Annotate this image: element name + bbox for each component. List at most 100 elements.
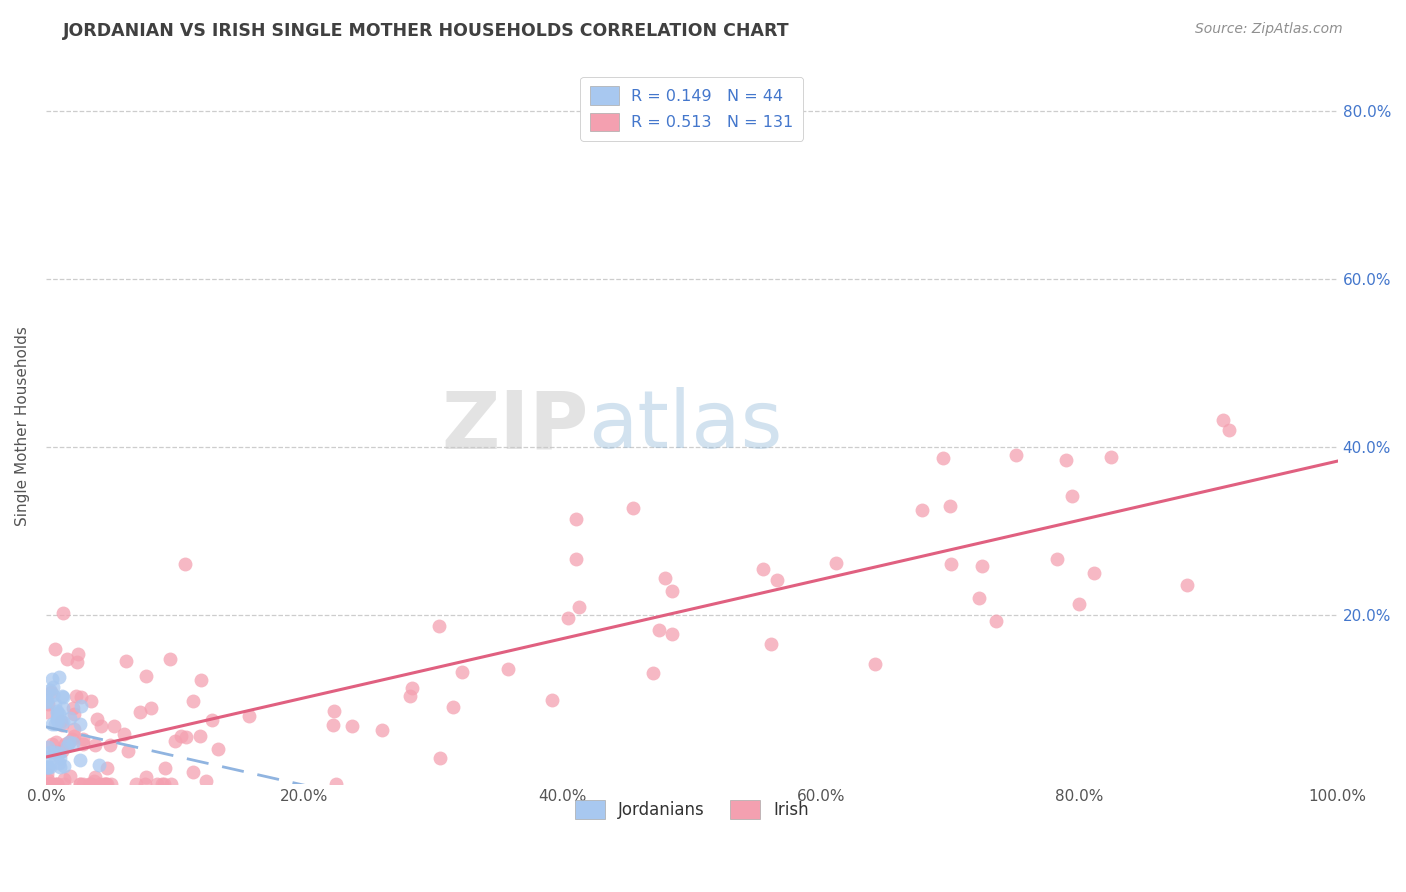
Point — [90, 719, 112, 733]
Text: ZIP: ZIP — [441, 387, 589, 465]
Point — [80, 777, 103, 791]
Point — [766, 573, 789, 587]
Point — [72, 737, 94, 751]
Point — [44, 716, 66, 731]
Point — [35, 694, 58, 708]
Point — [66, 655, 89, 669]
Point — [69, 690, 91, 704]
Point — [48, 756, 70, 770]
Point — [557, 611, 579, 625]
Y-axis label: Single Mother Households: Single Mother Households — [15, 326, 30, 526]
Point — [62, 707, 84, 722]
Point — [661, 583, 683, 598]
Point — [173, 557, 195, 571]
Point — [69, 753, 91, 767]
Text: Source: ZipAtlas.com: Source: ZipAtlas.com — [1195, 22, 1343, 37]
Point — [98, 738, 121, 752]
Point — [134, 777, 156, 791]
Point — [37, 760, 59, 774]
Point — [540, 692, 562, 706]
Point — [661, 626, 683, 640]
Point — [39, 777, 62, 791]
Point — [44, 697, 66, 711]
Point — [145, 777, 167, 791]
Point — [52, 772, 75, 786]
Point — [568, 599, 591, 614]
Point — [129, 705, 152, 719]
Point — [174, 730, 197, 744]
Point — [427, 619, 450, 633]
Point — [35, 777, 58, 791]
Point — [67, 647, 90, 661]
Point — [35, 695, 58, 709]
Point — [44, 777, 66, 791]
Point — [967, 591, 990, 605]
Point — [52, 606, 75, 620]
Point — [62, 722, 84, 736]
Point — [93, 777, 115, 791]
Point — [165, 734, 187, 748]
Point — [972, 558, 994, 573]
Point — [181, 765, 204, 780]
Point — [87, 758, 110, 772]
Point — [62, 736, 84, 750]
Legend: Jordanians, Irish: Jordanians, Irish — [568, 793, 815, 825]
Point — [1062, 489, 1084, 503]
Point — [342, 719, 364, 733]
Point — [125, 777, 148, 791]
Point — [48, 669, 70, 683]
Point — [83, 774, 105, 789]
Point — [238, 709, 260, 723]
Point — [38, 777, 60, 791]
Point — [72, 732, 94, 747]
Point — [96, 761, 118, 775]
Point — [139, 701, 162, 715]
Point — [44, 745, 66, 759]
Point — [86, 712, 108, 726]
Point — [89, 777, 111, 791]
Point — [58, 735, 80, 749]
Point — [38, 745, 60, 759]
Point — [62, 731, 84, 746]
Point — [45, 704, 67, 718]
Point — [41, 737, 63, 751]
Point — [135, 669, 157, 683]
Point — [1083, 566, 1105, 581]
Point — [42, 748, 65, 763]
Point — [44, 641, 66, 656]
Text: JORDANIAN VS IRISH SINGLE MOTHER HOUSEHOLDS CORRELATION CHART: JORDANIAN VS IRISH SINGLE MOTHER HOUSEHO… — [63, 22, 790, 40]
Point — [94, 777, 117, 791]
Point — [159, 652, 181, 666]
Point — [654, 571, 676, 585]
Point — [565, 551, 588, 566]
Point — [1054, 453, 1077, 467]
Point — [42, 680, 65, 694]
Point — [370, 723, 392, 737]
Point — [46, 706, 69, 720]
Point — [441, 700, 464, 714]
Point — [322, 718, 344, 732]
Point — [46, 777, 69, 791]
Point — [153, 777, 176, 791]
Point — [159, 777, 181, 791]
Point — [648, 624, 671, 638]
Point — [49, 714, 72, 729]
Point — [564, 511, 586, 525]
Point — [207, 742, 229, 756]
Point — [1218, 423, 1240, 437]
Point — [181, 693, 204, 707]
Point — [194, 773, 217, 788]
Point — [65, 690, 87, 704]
Point — [939, 499, 962, 513]
Point — [170, 729, 193, 743]
Point — [865, 657, 887, 672]
Point — [69, 699, 91, 714]
Point — [48, 746, 70, 760]
Point — [641, 665, 664, 680]
Point — [56, 651, 79, 665]
Point — [325, 777, 347, 791]
Point — [190, 673, 212, 687]
Point — [35, 760, 58, 774]
Point — [35, 689, 58, 703]
Point — [69, 777, 91, 791]
